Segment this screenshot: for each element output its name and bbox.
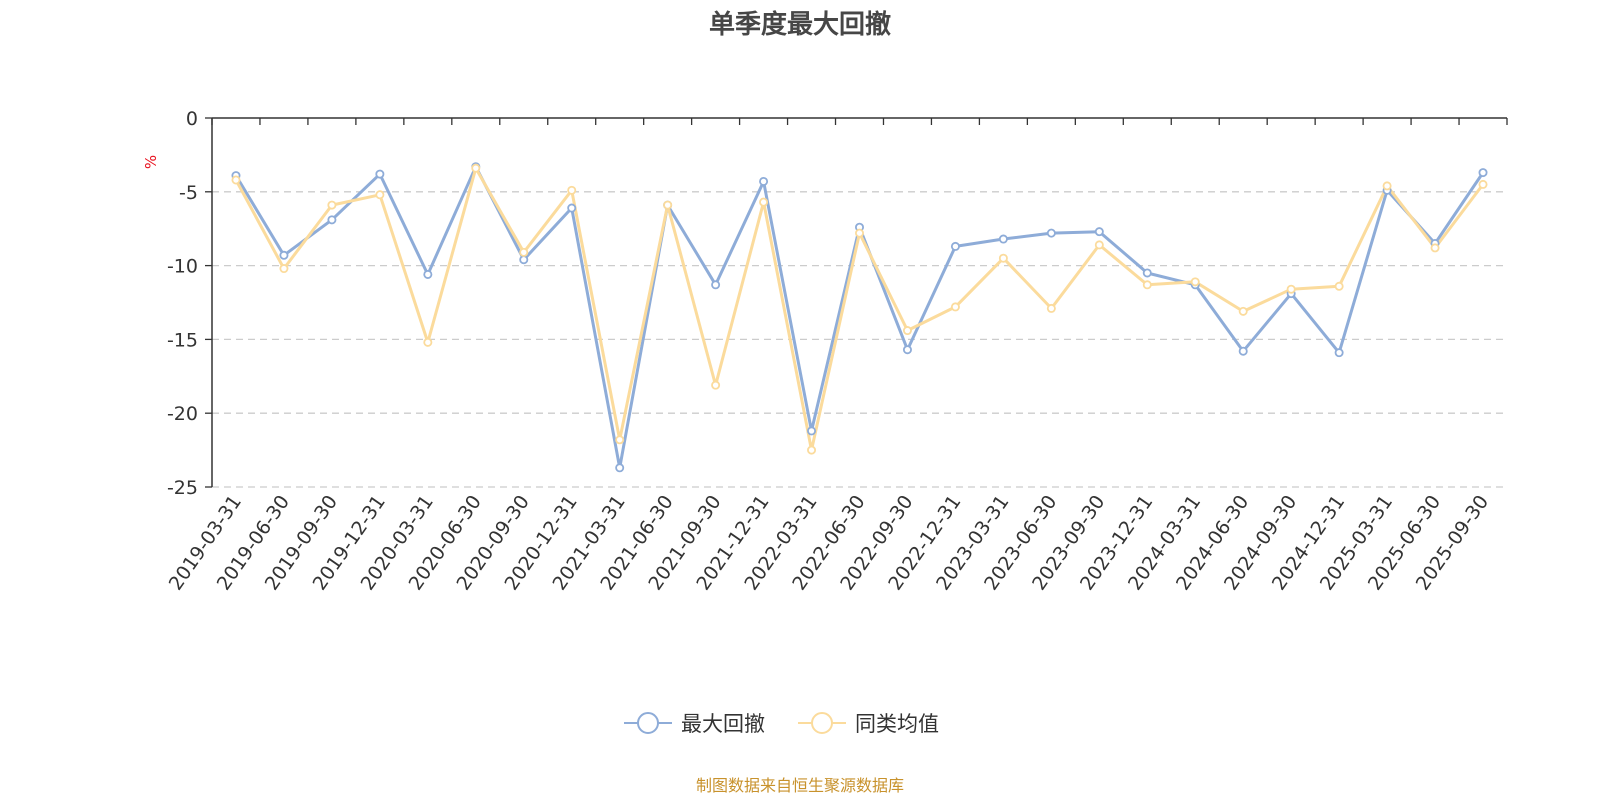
series-line-0: [234, 165, 1485, 470]
point-s0-2: [327, 215, 337, 225]
y-tick-label-2: -10: [167, 256, 198, 278]
legend-marker-1: [811, 712, 833, 734]
y-tick-label-5: -25: [167, 477, 198, 499]
point-s1-2: [327, 200, 337, 210]
source-note: 制图数据来自恒生聚源数据库: [696, 776, 904, 795]
point-s0-7: [567, 203, 577, 213]
legend[interactable]: 最大回撤 同类均值: [624, 712, 939, 736]
point-s1-25: [1430, 243, 1440, 253]
legend-item-1[interactable]: 同类均值: [798, 712, 939, 736]
point-s1-4: [423, 337, 433, 347]
y-tick-label-3: -15: [167, 329, 198, 351]
point-s1-11: [759, 197, 769, 207]
series-lines: [231, 162, 1488, 473]
point-s1-9: [663, 200, 673, 210]
point-s1-13: [855, 228, 865, 238]
point-s1-14: [902, 326, 912, 336]
point-s1-15: [950, 302, 960, 312]
point-s1-12: [807, 445, 817, 455]
point-s1-3: [375, 190, 385, 200]
point-s0-18: [1094, 227, 1104, 237]
point-s1-20: [1190, 277, 1200, 287]
legend-item-0[interactable]: 最大回撤: [624, 712, 765, 736]
point-s0-14: [902, 345, 912, 355]
point-s1-7: [567, 185, 577, 195]
point-s0-16: [998, 234, 1008, 244]
point-s0-4: [423, 269, 433, 279]
point-s1-19: [1142, 280, 1152, 290]
point-s1-8: [615, 435, 625, 445]
y-tick-labels: 0 -5 -10 -15 -20 -25: [167, 108, 198, 499]
point-s0-1: [279, 250, 289, 260]
point-s1-6: [519, 247, 529, 257]
point-s1-5: [471, 163, 481, 173]
point-s0-8: [615, 463, 625, 473]
y-tick-label-4: -20: [167, 403, 198, 425]
legend-label-1: 同类均值: [855, 712, 939, 736]
point-s1-21: [1238, 306, 1248, 316]
series-line-1: [234, 166, 1485, 452]
point-s0-23: [1334, 348, 1344, 358]
point-s1-10: [711, 380, 721, 390]
point-s0-3: [375, 169, 385, 179]
y-tick-label-0: 0: [186, 108, 198, 130]
point-s1-24: [1382, 181, 1392, 191]
point-s1-18: [1094, 240, 1104, 250]
point-s1-22: [1286, 284, 1296, 294]
point-s0-19: [1142, 268, 1152, 278]
point-s1-26: [1478, 179, 1488, 189]
point-s1-1: [279, 264, 289, 274]
point-s0-12: [807, 426, 817, 436]
axes: [205, 117, 1508, 488]
point-s1-23: [1334, 281, 1344, 291]
point-s0-10: [711, 280, 721, 290]
point-s0-21: [1238, 346, 1248, 356]
chart-title: 单季度最大回撤: [709, 9, 891, 40]
point-s0-11: [759, 176, 769, 186]
point-s1-0: [231, 175, 241, 185]
point-s1-16: [998, 253, 1008, 263]
legend-marker-0: [637, 712, 659, 734]
point-s0-26: [1478, 168, 1488, 178]
legend-label-0: 最大回撤: [681, 712, 765, 736]
point-s0-17: [1046, 228, 1056, 238]
point-s1-17: [1046, 303, 1056, 313]
point-s0-6: [519, 255, 529, 265]
x-tick-labels: 2019-03-312019-06-302019-09-302019-12-31…: [165, 491, 1493, 594]
point-s0-15: [950, 241, 960, 251]
y-tick-label-1: -5: [179, 182, 198, 204]
y-axis-unit-label: %: [142, 155, 160, 169]
